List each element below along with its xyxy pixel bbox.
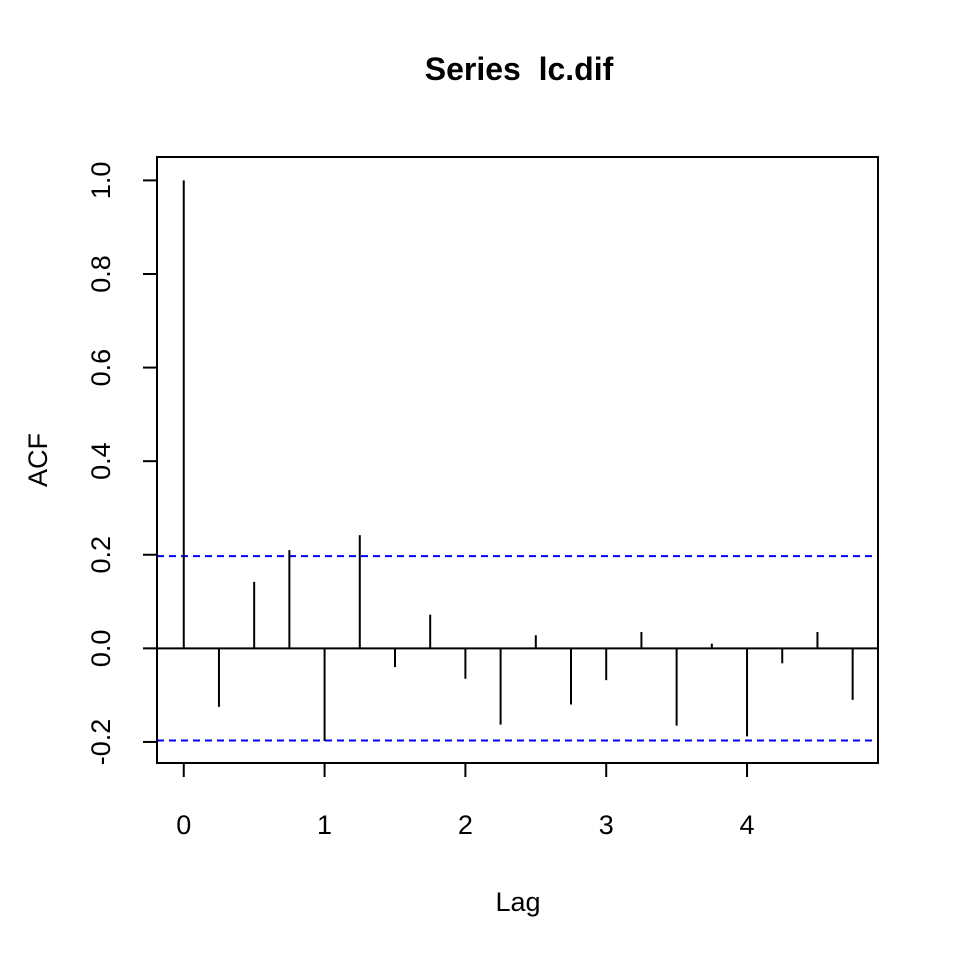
y-tick-label: 0.2: [86, 536, 116, 574]
y-tick-label: 1.0: [86, 162, 116, 200]
x-tick-label: 0: [176, 810, 191, 840]
x-tick-label: 1: [317, 810, 332, 840]
y-tick-label: -0.2: [86, 719, 116, 766]
y-axis-label: ACF: [23, 433, 53, 487]
x-tick-label: 2: [458, 810, 473, 840]
x-axis-label: Lag: [495, 887, 540, 917]
chart-title: Series lc.dif: [425, 51, 614, 87]
y-tick-label: 0.0: [86, 630, 116, 668]
y-tick-label: 0.6: [86, 349, 116, 387]
x-tick-label: 4: [740, 810, 755, 840]
plot-frame: [156, 156, 879, 764]
y-tick-label: 0.4: [86, 442, 116, 480]
plot-area: 0 1 2 3 4 -0.2 0.0 0.2 0.4 0.6 0.8 1.0: [86, 156, 879, 840]
y-tick-label: 0.8: [86, 255, 116, 293]
x-tick-label: 3: [599, 810, 614, 840]
